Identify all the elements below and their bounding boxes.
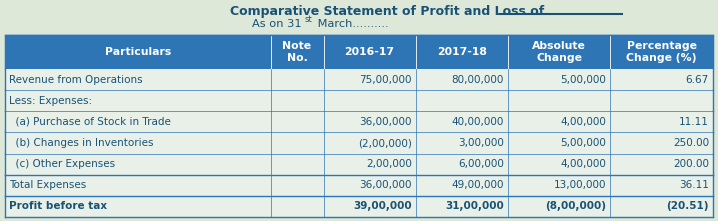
Text: (a) Purchase of Stock in Trade: (a) Purchase of Stock in Trade xyxy=(9,117,171,127)
Text: (b) Changes in Inventories: (b) Changes in Inventories xyxy=(9,138,154,148)
Text: st: st xyxy=(305,15,313,25)
Text: Less: Expenses:: Less: Expenses: xyxy=(9,96,92,106)
Text: 2016-17: 2016-17 xyxy=(345,47,395,57)
Bar xyxy=(5,175,713,196)
Text: (c) Other Expenses: (c) Other Expenses xyxy=(9,159,115,169)
Text: 4,00,000: 4,00,000 xyxy=(561,117,606,127)
Text: 31,00,000: 31,00,000 xyxy=(445,201,504,211)
Text: Note
No.: Note No. xyxy=(282,41,312,63)
Text: 40,00,000: 40,00,000 xyxy=(452,117,504,127)
Bar xyxy=(5,111,713,132)
Text: March..........: March.......... xyxy=(314,19,388,29)
Bar xyxy=(5,196,713,217)
Text: Total Expenses: Total Expenses xyxy=(9,180,86,190)
Text: (8,00,000): (8,00,000) xyxy=(546,201,606,211)
Text: 250.00: 250.00 xyxy=(673,138,709,148)
Text: Comparative Statement of Profit and Loss of: Comparative Statement of Profit and Loss… xyxy=(230,4,549,17)
Text: As on 31: As on 31 xyxy=(252,19,302,29)
Text: 6,00,000: 6,00,000 xyxy=(458,159,504,169)
Text: (20.51): (20.51) xyxy=(666,201,709,211)
Text: 2017-18: 2017-18 xyxy=(437,47,487,57)
Text: 4,00,000: 4,00,000 xyxy=(561,159,606,169)
Text: 200.00: 200.00 xyxy=(673,159,709,169)
Text: 36.11: 36.11 xyxy=(679,180,709,190)
Bar xyxy=(5,90,713,111)
Text: 39,00,000: 39,00,000 xyxy=(353,201,411,211)
Text: (2,00,000): (2,00,000) xyxy=(358,138,411,148)
Text: 80,00,000: 80,00,000 xyxy=(452,74,504,85)
Text: Particulars: Particulars xyxy=(105,47,171,57)
Text: 2,00,000: 2,00,000 xyxy=(365,159,411,169)
Bar xyxy=(5,132,713,154)
Text: Percentage
Change (%): Percentage Change (%) xyxy=(626,41,697,63)
Bar xyxy=(5,35,713,69)
Text: 36,00,000: 36,00,000 xyxy=(359,180,411,190)
Text: 3,00,000: 3,00,000 xyxy=(458,138,504,148)
Text: 49,00,000: 49,00,000 xyxy=(451,180,504,190)
Text: 5,00,000: 5,00,000 xyxy=(561,138,606,148)
Text: Profit before tax: Profit before tax xyxy=(9,201,107,211)
Text: Absolute
Change: Absolute Change xyxy=(532,41,586,63)
Text: 11.11: 11.11 xyxy=(679,117,709,127)
Bar xyxy=(5,154,713,175)
Text: 75,00,000: 75,00,000 xyxy=(359,74,411,85)
Bar xyxy=(5,69,713,90)
Text: 13,00,000: 13,00,000 xyxy=(554,180,606,190)
Text: 5,00,000: 5,00,000 xyxy=(561,74,606,85)
Text: Revenue from Operations: Revenue from Operations xyxy=(9,74,143,85)
Text: 6.67: 6.67 xyxy=(686,74,709,85)
Text: 36,00,000: 36,00,000 xyxy=(359,117,411,127)
Bar xyxy=(5,35,713,69)
